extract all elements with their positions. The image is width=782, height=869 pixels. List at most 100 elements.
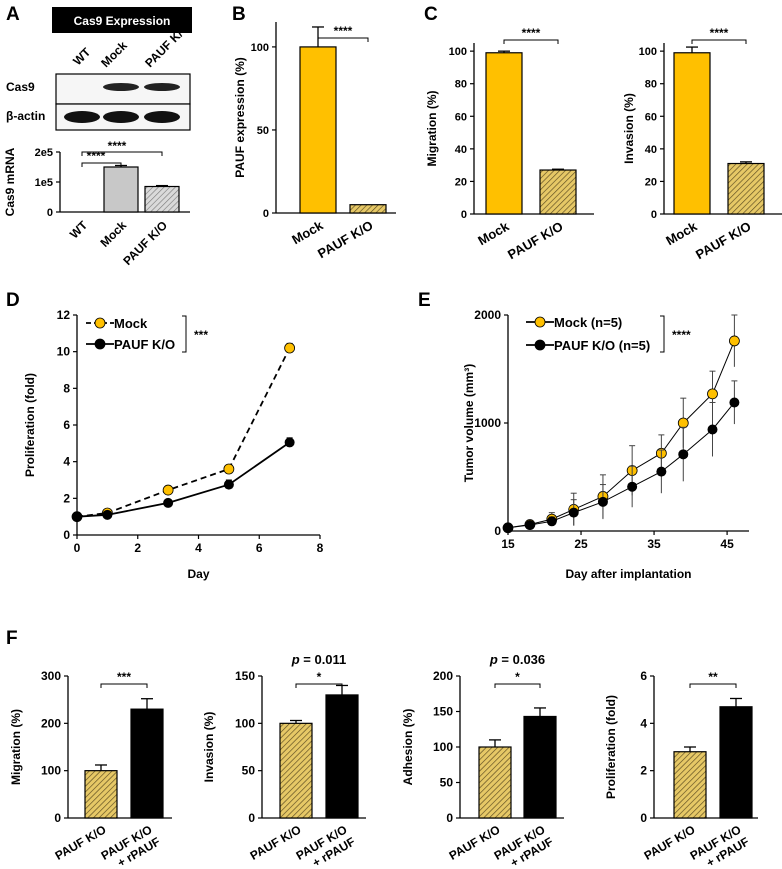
chart-d-xtick-label: 6 — [256, 541, 263, 555]
chart-f2-category-label: PAUF K/O — [248, 822, 304, 862]
band-actin-wt — [64, 111, 100, 123]
chart-f3-pvalue: p = 0.036 — [489, 652, 545, 667]
chart-c1-ytick-label: 0 — [461, 209, 467, 221]
chart-f3-ytick-label: 100 — [433, 740, 453, 754]
chart-d-point — [162, 484, 174, 496]
chart-d-xtick-label: 2 — [134, 541, 141, 555]
chart-e-point — [503, 522, 513, 533]
chart-f3-sig-bracket — [494, 683, 541, 688]
chart-e-xtick-label: 45 — [720, 537, 734, 551]
chart-f2-sig-label: * — [317, 670, 322, 684]
chart-d-series-line — [76, 441, 291, 518]
chart-d-xtick-label: 0 — [74, 541, 81, 555]
chart-f1-ytick-label: 300 — [41, 669, 61, 683]
chart-e-point — [729, 397, 740, 408]
chart-a_mrna-sig-bracket — [81, 151, 163, 156]
chart-f4-ytick-label: 6 — [640, 669, 647, 683]
chart-f4-bar — [673, 751, 707, 819]
chart-e-point — [568, 507, 579, 518]
chart-f3-sig-label: * — [515, 670, 520, 684]
chart-e-point — [677, 417, 689, 429]
chart-c2-ytick-label: 0 — [651, 209, 657, 221]
chart-d-legend-label: PAUF K/O — [114, 337, 175, 352]
chart-c2-ytick-label: 60 — [645, 111, 657, 123]
chart-e-legend-marker — [534, 339, 546, 351]
panel-label-a: A — [6, 4, 20, 25]
chart-c1-ytick-label: 40 — [455, 144, 467, 156]
chart-d-xtick-label: 8 — [317, 541, 324, 555]
chart-f3-bar — [523, 715, 557, 819]
chart-e-point — [707, 424, 718, 435]
blot-row-label-cas9: Cas9 — [6, 80, 35, 94]
chart-a_mrna-bar — [144, 185, 180, 213]
chart-e-point — [597, 496, 608, 507]
chart-d-ytick-label: 4 — [63, 455, 70, 469]
chart-c2-category-label: PAUF K/O — [693, 219, 753, 263]
chart-f1-bar — [84, 770, 118, 819]
chart-e-sig-bracket — [660, 315, 665, 353]
chart-f1-ytick-label: 100 — [41, 764, 61, 778]
chart-c1-ylabel: Migration (%) — [425, 91, 439, 167]
chart-b-ytick-label: 50 — [257, 125, 269, 137]
chart-d-point — [284, 437, 295, 448]
chart-c1-category-label: PAUF K/O — [505, 219, 565, 263]
chart-e-series-line — [507, 340, 735, 529]
chart-f4-ytick-label: 2 — [640, 764, 647, 778]
chart-f2-ytick-label: 50 — [242, 764, 256, 778]
chart-c2-bar — [673, 52, 711, 215]
chart-f2-bar — [325, 694, 359, 819]
chart-d-point — [284, 342, 296, 354]
band-actin-ko — [144, 111, 180, 123]
chart-f4-sig-bracket — [689, 683, 737, 688]
chart-e-xtick-label: 35 — [647, 537, 661, 551]
chart-b-sig-bracket — [317, 37, 369, 42]
chart-f1-sig-bracket — [100, 683, 148, 688]
chart-c1-bar — [485, 52, 523, 215]
chart-d-legend-marker — [94, 338, 106, 350]
chart-c1-ytick-label: 100 — [449, 46, 467, 58]
chart-d-ytick-label: 8 — [63, 381, 70, 395]
chart-e-ytick-label: 0 — [494, 524, 501, 538]
panel-label-d: D — [6, 290, 20, 311]
chart-f3-ytick-label: 50 — [440, 776, 454, 790]
chart-e-legend-label: Mock (n=5) — [554, 315, 622, 330]
band-cas9-mock — [103, 83, 139, 91]
chart-a_mrna-category-label: WT — [67, 218, 91, 242]
panel-label-e: E — [418, 290, 431, 311]
a-sig-1: **** — [87, 149, 106, 163]
chart-d-sig-bracket — [182, 315, 187, 353]
chart-d-legend-label: Mock — [114, 316, 148, 331]
chart-f1-ytick-label: 0 — [54, 811, 61, 825]
lane-label-mock: Mock — [98, 38, 130, 70]
chart-c1-ytick-label: 60 — [455, 111, 467, 123]
chart-c1-sig-label: **** — [522, 26, 541, 40]
chart-f4-bar — [719, 706, 753, 819]
chart-f3-ytick-label: 200 — [433, 669, 453, 683]
chart-b-ytick-label: 100 — [251, 42, 269, 54]
chart-d-xtick-label: 4 — [195, 541, 202, 555]
chart-d-point — [102, 509, 113, 520]
chart-f2-ylabel: Invasion (%) — [202, 712, 216, 783]
chart-c1-ytick-label: 80 — [455, 79, 467, 91]
blot-header-box — [52, 7, 192, 33]
chart-c2-sig-bracket — [691, 39, 747, 44]
chart-f1-category-label: PAUF K/O — [53, 822, 109, 862]
panel-label-b: B — [232, 4, 246, 25]
chart-c2-ytick-label: 20 — [645, 176, 657, 188]
chart-b-ylabel: PAUF expression (%) — [233, 57, 247, 177]
chart-c1-bar — [539, 169, 577, 215]
chart-e-xtick-label: 15 — [501, 537, 515, 551]
chart-a_mrna-category-label: PAUF K/O — [120, 218, 170, 268]
chart-e-point — [546, 516, 557, 527]
chart-c2-ytick-label: 80 — [645, 79, 657, 91]
blot-row-label-actin: β-actin — [6, 109, 45, 123]
chart-f3-ytick-label: 150 — [433, 705, 453, 719]
chart-f2-bar — [279, 722, 313, 819]
chart-f2-ytick-label: 0 — [248, 811, 255, 825]
chart-f2-sig-bracket — [295, 683, 343, 688]
chart-f2-ytick-label: 150 — [235, 669, 255, 683]
chart-e-xlabel: Day after implantation — [565, 567, 691, 581]
chart-d-point — [163, 497, 174, 508]
chart-a_mrna-bar — [103, 166, 139, 213]
chart-c2-ytick-label: 40 — [645, 144, 657, 156]
